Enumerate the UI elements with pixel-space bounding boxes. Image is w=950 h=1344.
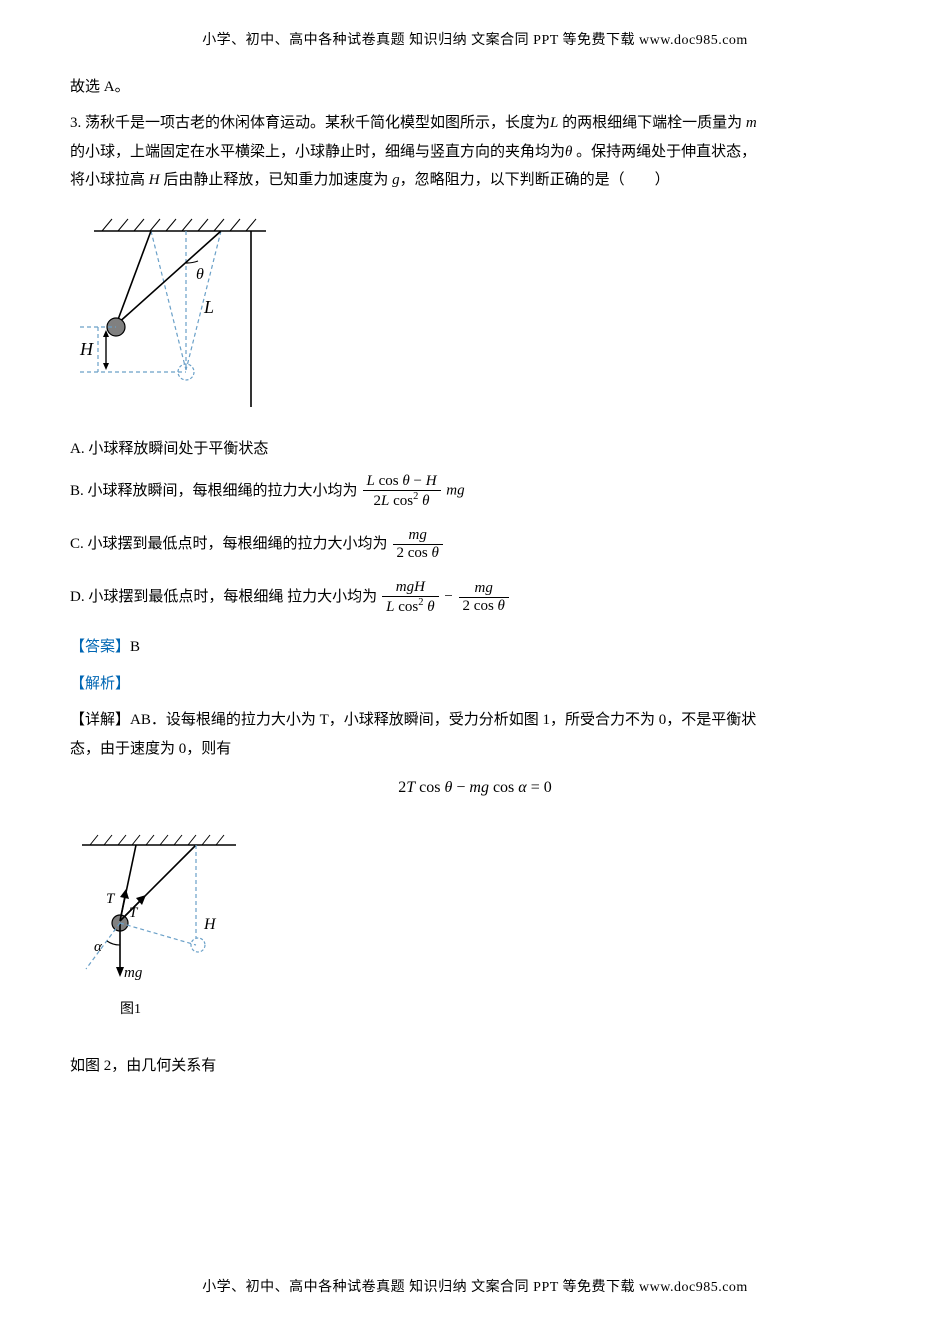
answer-value: B xyxy=(130,639,140,655)
option-b-lead: B. 小球释放瞬间，每根细绳的拉力大小均为 xyxy=(70,477,358,506)
option-b-math: L cos θ − H 2L cos2 θ mg xyxy=(361,473,465,509)
stem-l1b: 的两根细绳下端栓一质量为 xyxy=(558,115,742,131)
stem-l2a: 的小球，上端固定在水平横梁上，小球静止时，细绳与竖直方向的夹角均为 xyxy=(70,144,565,160)
page-footer: 小学、初中、高中各种试卷真题 知识归纳 文案合同 PPT 等免费下载 www.d… xyxy=(0,1275,950,1302)
label-H: H xyxy=(79,339,94,359)
option-c-math: mg 2 cos θ xyxy=(391,527,445,561)
minus: − xyxy=(444,589,456,605)
stem-l3c: ，忽略阻力，以下判断正确的是（ ） xyxy=(400,172,670,188)
page-header: 小学、初中、高中各种试卷真题 知识归纳 文案合同 PPT 等免费下载 www.d… xyxy=(70,28,880,55)
option-d-lead: D. 小球摆到最低点时，每根细绳 拉力大小均为 xyxy=(70,583,377,612)
detail-l1: 【详解】AB．设每根绳的拉力大小为 T，小球释放瞬间，受力分析如图 1，所受合力… xyxy=(70,712,756,728)
page-root: 小学、初中、高中各种试卷真题 知识归纳 文案合同 PPT 等免费下载 www.d… xyxy=(0,0,950,1344)
var-H: H xyxy=(145,172,163,188)
var-g: g xyxy=(388,172,399,188)
figure-2-caption: 图1 xyxy=(76,997,880,1024)
label-alpha: α xyxy=(94,939,103,955)
stem-l1a: 3. 荡秋千是一项古老的休闲体育运动。某秋千简化模型如图所示，长度为 xyxy=(70,115,550,131)
figure-1: θ L H xyxy=(76,207,880,407)
label-L: L xyxy=(203,297,214,317)
option-d: D. 小球摆到最低点时，每根细绳 拉力大小均为 mgH L cos2 θ − m… xyxy=(70,579,880,615)
option-d-math: mgH L cos2 θ − mg 2 cos θ xyxy=(380,579,511,615)
var-m: m xyxy=(742,115,757,131)
answer-label: 【答案】 xyxy=(70,639,130,655)
stem-l3b: 后由静止释放，已知重力加速度为 xyxy=(163,172,388,188)
detail-l2: 态，由于速度为 0，则有 xyxy=(70,741,231,757)
option-b: B. 小球释放瞬间，每根细绳的拉力大小均为 L cos θ − H 2L cos… xyxy=(70,473,880,509)
label-H2: H xyxy=(203,916,217,933)
label-T2: T xyxy=(129,905,139,921)
detail-paragraph: 【详解】AB．设每根绳的拉力大小为 T，小球释放瞬间，受力分析如图 1，所受合力… xyxy=(70,706,880,763)
option-a: A. 小球释放瞬间处于平衡状态 xyxy=(70,435,880,464)
after-figure-2: 如图 2，由几何关系有 xyxy=(70,1052,880,1081)
question-stem: 3. 荡秋千是一项古老的休闲体育运动。某秋千简化模型如图所示，长度为L 的两根细… xyxy=(70,109,880,195)
label-theta: θ xyxy=(196,266,204,283)
option-c: C. 小球摆到最低点时，每根细绳的拉力大小均为 mg 2 cos θ xyxy=(70,527,880,561)
label-T1: T xyxy=(106,891,116,907)
label-mg: mg xyxy=(124,965,143,981)
option-c-lead: C. 小球摆到最低点时，每根细绳的拉力大小均为 xyxy=(70,530,388,559)
explain-label: 【解析】 xyxy=(70,670,880,699)
equation-1: 2T cos θ − mg cos α = 0 xyxy=(70,773,880,803)
figure-2: T T mg α H 图1 xyxy=(76,825,880,1024)
stem-l2b: 。保持两绳处于伸直状态， xyxy=(572,144,756,160)
stem-l3a: 将小球拉高 xyxy=(70,172,145,188)
answer-line: 【答案】B xyxy=(70,633,880,662)
previous-answer-line: 故选 A。 xyxy=(70,73,880,102)
